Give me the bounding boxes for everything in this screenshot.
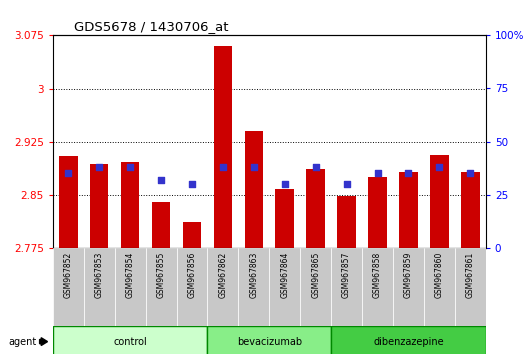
Bar: [121, 162, 139, 248]
Point: [64, 171, 72, 176]
Bar: [368, 177, 387, 248]
Bar: [176, 248, 208, 326]
Text: GSM967860: GSM967860: [435, 252, 444, 298]
Point: [95, 164, 103, 170]
Text: GSM967858: GSM967858: [373, 252, 382, 298]
Bar: [53, 248, 84, 326]
Text: GSM967854: GSM967854: [126, 252, 135, 298]
Bar: [337, 196, 356, 248]
Bar: [269, 248, 300, 326]
Bar: [115, 248, 146, 326]
Bar: [183, 222, 201, 248]
Point: [126, 164, 134, 170]
Bar: [331, 248, 362, 326]
Text: GSM967864: GSM967864: [280, 252, 289, 298]
Bar: [146, 248, 176, 326]
Point: [312, 164, 320, 170]
Text: GSM967865: GSM967865: [311, 252, 320, 298]
Text: GSM967853: GSM967853: [95, 252, 103, 298]
Text: agent: agent: [8, 337, 36, 347]
Bar: [214, 46, 232, 248]
Point: [466, 171, 475, 176]
Point: [435, 164, 444, 170]
Point: [219, 164, 227, 170]
Text: GSM967856: GSM967856: [187, 252, 196, 298]
Bar: [455, 248, 486, 326]
Bar: [306, 169, 325, 248]
Bar: [461, 172, 479, 248]
Bar: [238, 248, 269, 326]
Bar: [331, 326, 486, 354]
Text: dibenzazepine: dibenzazepine: [373, 337, 444, 347]
Bar: [90, 164, 108, 248]
Text: GSM967857: GSM967857: [342, 252, 351, 298]
Text: GSM967855: GSM967855: [156, 252, 166, 298]
Text: control: control: [113, 337, 147, 347]
Bar: [276, 189, 294, 248]
Bar: [84, 248, 115, 326]
Bar: [362, 248, 393, 326]
Text: GSM967859: GSM967859: [404, 252, 413, 298]
Text: GDS5678 / 1430706_at: GDS5678 / 1430706_at: [74, 20, 229, 33]
Text: GSM967861: GSM967861: [466, 252, 475, 298]
Bar: [59, 156, 78, 248]
Bar: [424, 248, 455, 326]
Point: [250, 164, 258, 170]
Text: GSM967863: GSM967863: [249, 252, 258, 298]
Point: [157, 177, 165, 183]
Bar: [208, 326, 331, 354]
Point: [280, 181, 289, 187]
Point: [342, 181, 351, 187]
Bar: [399, 172, 418, 248]
Point: [373, 171, 382, 176]
Point: [404, 171, 413, 176]
Point: [188, 181, 196, 187]
Bar: [393, 248, 424, 326]
Text: bevacizumab: bevacizumab: [237, 337, 302, 347]
Bar: [430, 155, 449, 248]
Text: GSM967852: GSM967852: [64, 252, 73, 298]
Bar: [152, 202, 171, 248]
Text: GSM967862: GSM967862: [219, 252, 228, 298]
Bar: [208, 248, 238, 326]
Bar: [244, 131, 263, 248]
Bar: [53, 326, 208, 354]
Bar: [300, 248, 331, 326]
